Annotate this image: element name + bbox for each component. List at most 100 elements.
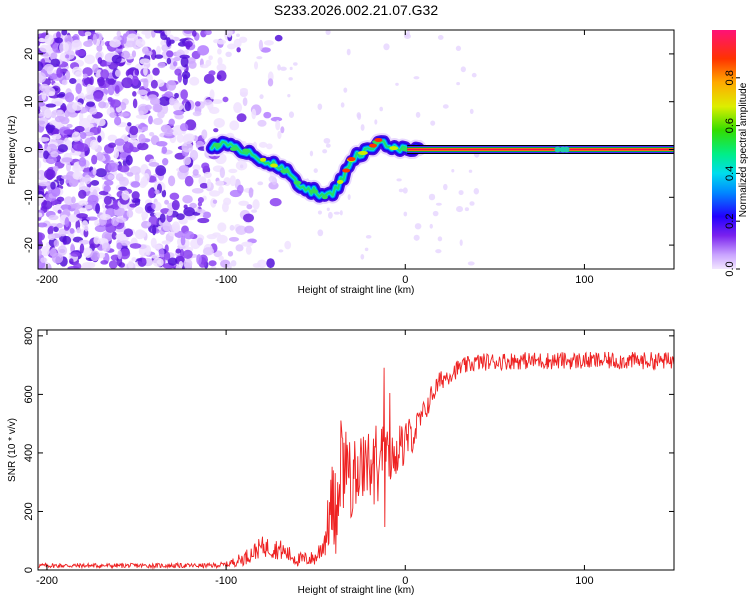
noise-blob: [157, 62, 166, 69]
noise-blob: [174, 92, 179, 99]
spectrogram-plot-area: [38, 30, 674, 269]
noise-blob: [84, 150, 89, 157]
noise-blob: [256, 56, 263, 60]
noise-blob: [197, 197, 204, 204]
colorbar-tick-label: 0.2: [724, 214, 736, 229]
noise-blob: [52, 205, 58, 212]
noise-blob: [229, 224, 235, 231]
noise-blob: [259, 94, 264, 100]
noise-blob: [143, 78, 149, 90]
spectrogram-xtick-label: -200: [36, 274, 58, 286]
noise-blob: [56, 93, 65, 98]
noise-blob: [92, 167, 97, 176]
noise-blob: [97, 135, 102, 143]
noise-blob: [180, 235, 186, 246]
noise-blob: [68, 178, 79, 187]
noise-blob: [182, 74, 188, 86]
noise-blob: [266, 143, 273, 150]
noise-blob: [469, 201, 475, 206]
noise-blob: [215, 180, 225, 187]
noise-blob: [96, 151, 104, 161]
noise-blob: [135, 38, 146, 48]
noise-blob: [459, 239, 463, 246]
noise-blob: [127, 122, 132, 127]
noise-blob: [168, 118, 175, 126]
noise-blob: [340, 102, 345, 108]
noise-blob: [75, 83, 82, 95]
noise-blob: [123, 228, 134, 238]
noise-blob: [95, 203, 101, 214]
noise-blob: [152, 67, 160, 76]
noise-blob: [263, 111, 272, 119]
noise-blob: [40, 257, 47, 263]
noise-blob: [183, 206, 195, 217]
noise-blob: [135, 206, 144, 214]
noise-blob: [166, 80, 177, 91]
noise-blob: [141, 211, 149, 220]
noise-blob: [51, 133, 62, 140]
noise-blob: [364, 247, 369, 252]
noise-blob: [74, 125, 85, 133]
colorbar: 0.0 0.2 0.4 0.6 0.8 Normalized spectral ampl…: [712, 30, 749, 277]
noise-blob: [108, 142, 116, 148]
noise-blob: [63, 129, 76, 135]
noise-blob: [374, 119, 378, 125]
noise-blob: [83, 174, 91, 185]
noise-blob: [179, 123, 189, 132]
noise-blob: [107, 96, 113, 102]
noise-blob: [127, 260, 134, 269]
noise-blob: [257, 181, 264, 186]
noise-blob: [205, 59, 212, 67]
noise-blob: [50, 181, 56, 190]
noise-blob: [435, 202, 442, 206]
ridge-spot: [242, 148, 250, 153]
noise-blob: [64, 35, 73, 45]
noise-blob: [125, 40, 136, 48]
spectrogram-ylabel: Frequency (Hz): [7, 116, 18, 185]
noise-blob: [288, 111, 295, 118]
noise-blob: [360, 254, 365, 260]
noise-blob: [173, 102, 184, 111]
noise-blob: [244, 225, 255, 234]
noise-blob: [339, 210, 343, 216]
noise-blob: [134, 198, 141, 206]
noise-blob: [196, 254, 202, 265]
noise-blob: [317, 229, 324, 237]
noise-blob: [148, 115, 153, 125]
noise-blob: [41, 246, 50, 257]
noise-blob: [38, 159, 42, 169]
noise-blob: [236, 47, 241, 53]
noise-blob: [166, 37, 171, 48]
noise-blob: [151, 224, 157, 236]
noise-blob: [39, 44, 51, 53]
noise-blob: [94, 225, 107, 233]
noise-blob: [217, 48, 222, 55]
noise-blob: [464, 207, 470, 212]
noise-blob: [121, 190, 130, 201]
noise-blob: [192, 164, 201, 171]
noise-blob: [164, 199, 169, 205]
noise-blob: [236, 184, 244, 194]
noise-blob: [143, 173, 150, 184]
noise-blob: [145, 245, 152, 256]
noise-blob: [251, 108, 257, 120]
noise-blob: [158, 96, 171, 107]
noise-blob: [238, 200, 249, 206]
noise-blob: [131, 257, 137, 262]
noise-blob: [208, 190, 221, 197]
noise-blob: [51, 109, 63, 115]
noise-blob: [198, 176, 207, 186]
noise-blob: [313, 168, 318, 173]
noise-blob: [38, 222, 48, 228]
noise-blob: [175, 248, 182, 254]
noise-blob: [48, 214, 59, 221]
noise-blob: [191, 187, 204, 194]
noise-blob: [219, 167, 226, 179]
noise-blob: [189, 202, 197, 209]
noise-blob: [216, 234, 228, 244]
noise-blob: [161, 146, 168, 154]
snr-xlabel: Height of straight line (km): [298, 585, 415, 596]
noise-blob: [230, 260, 237, 267]
noise-blob: [238, 36, 248, 43]
snr-ytick-label: 200: [23, 502, 35, 520]
